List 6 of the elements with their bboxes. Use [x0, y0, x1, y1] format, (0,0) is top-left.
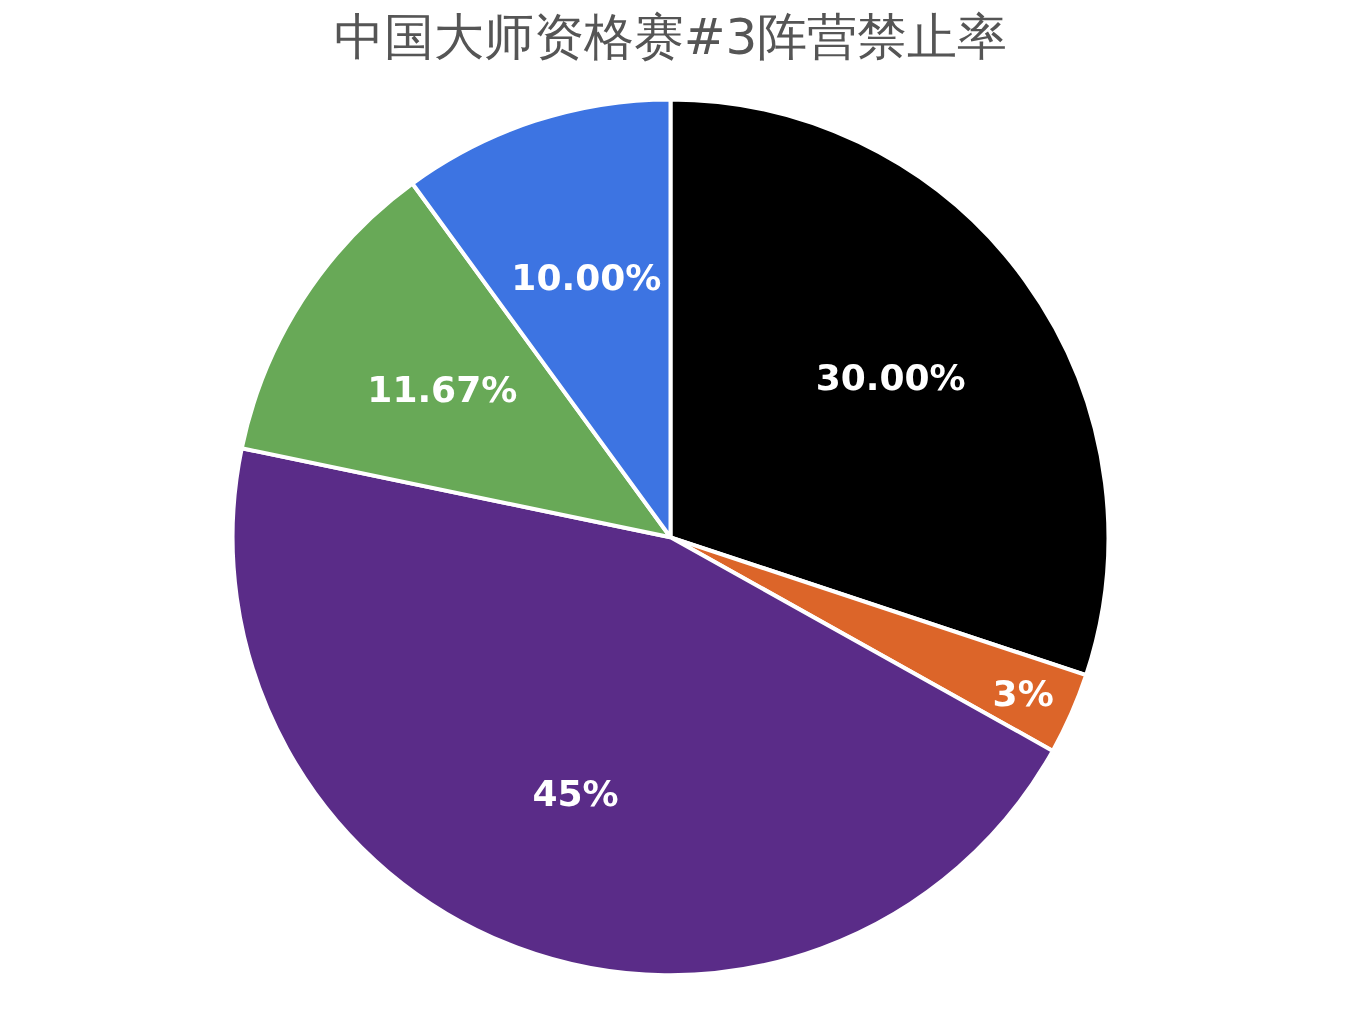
data-label: 10.00%	[511, 257, 662, 299]
data-label: 11.67%	[367, 368, 518, 410]
data-label: 30.00%	[815, 357, 966, 398]
data-label: 45%	[532, 772, 619, 814]
chart-title: 中国大师资格赛#3阵营禁止率	[333, 7, 1008, 66]
data-label: 3%	[992, 673, 1054, 715]
